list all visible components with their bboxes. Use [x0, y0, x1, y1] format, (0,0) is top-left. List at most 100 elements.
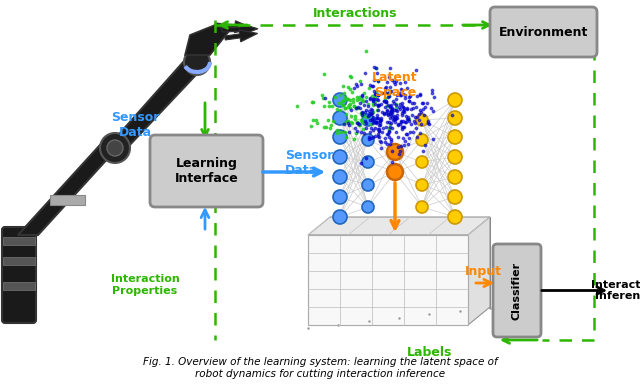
Point	[381, 99, 391, 105]
Point	[388, 79, 399, 86]
Circle shape	[416, 179, 428, 191]
Point	[419, 112, 429, 118]
Point	[357, 110, 367, 117]
Circle shape	[333, 150, 347, 164]
Point	[384, 134, 394, 140]
Point	[367, 134, 378, 140]
Point	[404, 116, 414, 122]
Circle shape	[362, 201, 374, 213]
Point	[319, 71, 329, 77]
Point	[373, 97, 383, 103]
Point	[383, 127, 394, 133]
Point	[356, 91, 367, 98]
Point	[354, 122, 364, 128]
Point	[392, 144, 403, 150]
Point	[396, 117, 406, 124]
Point	[380, 124, 390, 130]
Bar	[308, 235, 468, 325]
Point	[428, 108, 438, 114]
Point	[391, 107, 401, 114]
Point	[337, 82, 348, 89]
Text: Sensor
Data: Sensor Data	[111, 111, 159, 139]
Point	[349, 103, 359, 109]
Point	[357, 98, 367, 104]
Point	[385, 141, 395, 147]
Point	[342, 96, 353, 102]
Point	[407, 100, 417, 106]
Point	[380, 89, 390, 95]
Point	[353, 120, 364, 126]
Point	[372, 126, 383, 133]
Point	[380, 103, 390, 110]
Point	[385, 109, 396, 115]
Point	[396, 124, 406, 130]
Point	[415, 92, 425, 98]
Point	[387, 159, 397, 165]
Point	[341, 118, 351, 124]
Point	[386, 107, 396, 113]
Point	[404, 98, 415, 104]
Point	[369, 125, 380, 131]
Point	[396, 121, 406, 128]
Point	[370, 98, 380, 104]
Point	[357, 93, 367, 100]
Point	[308, 117, 318, 123]
Point	[427, 87, 437, 93]
Polygon shape	[105, 60, 210, 150]
Point	[392, 112, 402, 118]
Point	[332, 126, 342, 133]
Point	[354, 96, 364, 102]
Point	[372, 96, 382, 102]
Circle shape	[184, 49, 210, 75]
Circle shape	[448, 210, 462, 224]
Point	[392, 115, 402, 121]
Circle shape	[362, 134, 374, 146]
Point	[384, 93, 394, 99]
Point	[373, 133, 383, 140]
Point	[374, 126, 384, 133]
Point	[372, 107, 382, 113]
Point	[373, 131, 383, 137]
Point	[347, 119, 357, 126]
Point	[337, 102, 347, 109]
Point	[343, 84, 353, 90]
Point	[346, 113, 356, 119]
Point	[338, 98, 348, 104]
Point	[386, 88, 396, 95]
Point	[383, 102, 393, 108]
Point	[349, 103, 360, 109]
Point	[356, 109, 366, 116]
Point	[368, 109, 378, 116]
Point	[385, 84, 396, 90]
Point	[356, 96, 367, 103]
Point	[391, 116, 401, 122]
Point	[403, 116, 413, 122]
Point	[379, 98, 389, 104]
Point	[382, 102, 392, 109]
Point	[383, 129, 394, 135]
Point	[354, 94, 364, 100]
Point	[422, 100, 432, 106]
Point	[410, 120, 420, 126]
Point	[378, 110, 388, 116]
Point	[346, 107, 356, 113]
Point	[366, 135, 376, 141]
FancyArrow shape	[222, 23, 258, 35]
Point	[375, 116, 385, 122]
Point	[382, 108, 392, 114]
Point	[355, 122, 365, 128]
Point	[317, 95, 328, 101]
Point	[428, 136, 438, 142]
Point	[420, 104, 431, 110]
Point	[368, 127, 378, 133]
Point	[346, 74, 356, 80]
Point	[367, 119, 378, 126]
Point	[385, 109, 396, 115]
Circle shape	[448, 170, 462, 184]
Point	[349, 136, 359, 142]
Point	[395, 102, 405, 108]
Point	[351, 81, 361, 87]
Point	[364, 136, 374, 142]
Point	[397, 91, 408, 97]
Point	[390, 101, 401, 107]
